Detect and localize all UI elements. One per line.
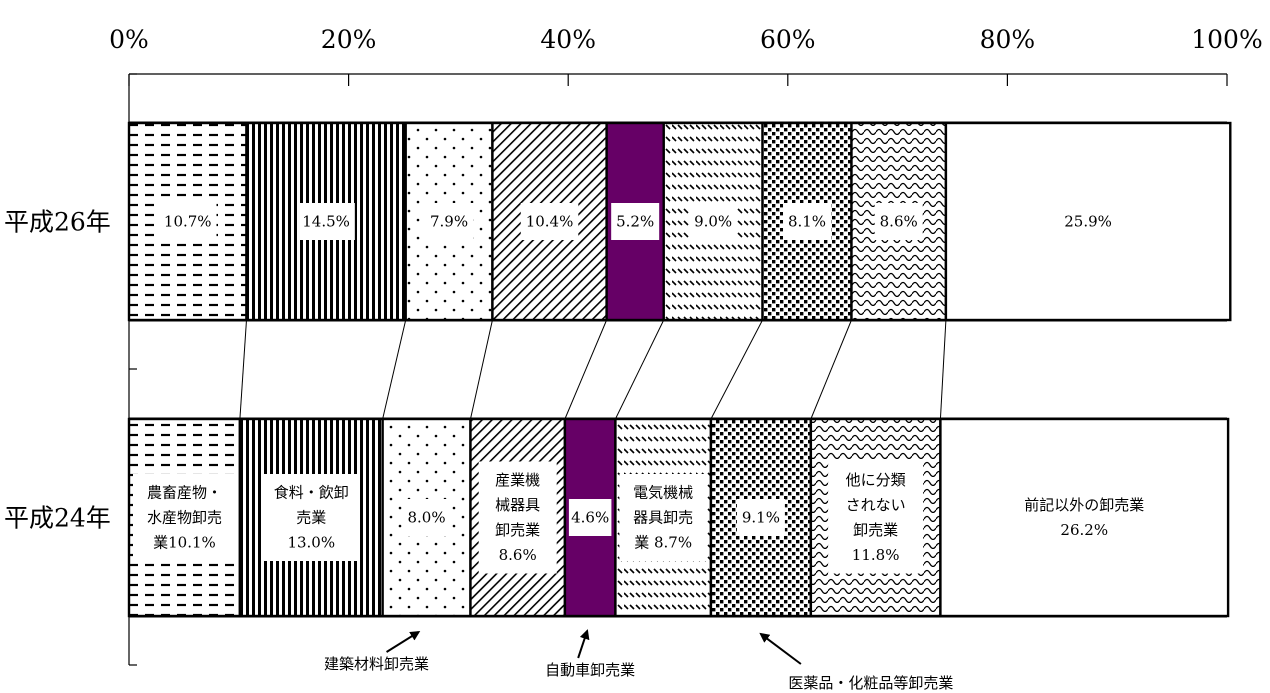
bar-segment	[939, 417, 1230, 618]
annotation-label: 自動車卸売業	[545, 661, 635, 679]
data-label-box	[425, 203, 474, 240]
data-label-box	[478, 461, 557, 574]
data-label: 産業機械器具卸売業 8.6%	[495, 471, 540, 564]
x-tick-label: 100%	[1191, 25, 1262, 54]
data-label: 食料・飲卸売業 13.0%	[274, 484, 349, 552]
connector-line	[710, 319, 763, 420]
data-label-box	[619, 474, 707, 561]
category-label: 平成24年	[4, 504, 111, 533]
data-label: 10.7%	[164, 213, 212, 231]
data-label: 10.4%	[526, 213, 574, 231]
data-label-box	[828, 461, 924, 574]
x-tick-label: 40%	[540, 25, 596, 54]
x-tick-label: 80%	[980, 25, 1036, 54]
data-label: 5.2%	[616, 213, 654, 231]
data-label: 9.1%	[742, 509, 780, 527]
data-label: 14.5%	[302, 213, 350, 231]
connector-line	[382, 319, 407, 420]
data-label-box	[568, 499, 612, 536]
data-label-box	[402, 499, 451, 536]
x-tick-label: 0%	[109, 25, 149, 54]
data-label: 電気機械器具卸売業 8.7%	[633, 484, 693, 552]
annotation-label: 医薬品・化粧品等卸売業	[788, 674, 953, 692]
data-label-box	[263, 474, 359, 561]
data-label: 8.6%	[880, 213, 918, 231]
annotation-arrow	[386, 630, 421, 653]
data-label: 7.9%	[430, 213, 468, 231]
data-label: 25.9%	[1064, 213, 1112, 231]
x-tick-label: 20%	[321, 25, 377, 54]
data-label: 前記以外の卸売業 26.2%	[1024, 496, 1144, 539]
connector-line	[239, 319, 247, 420]
annotation-arrow	[759, 632, 802, 665]
data-label-box	[520, 203, 579, 240]
data-label-box	[133, 474, 236, 561]
data-label: 8.0%	[408, 509, 446, 527]
data-label-box	[611, 203, 660, 240]
category-label: 平成26年	[4, 208, 111, 237]
annotation-arrow	[577, 629, 590, 659]
bar-segment	[404, 121, 494, 322]
connector-line	[939, 319, 947, 420]
connector-line	[614, 319, 665, 420]
connector-line	[810, 319, 852, 420]
data-label-box	[689, 203, 738, 240]
annotation-label: 建築材料卸売業	[324, 655, 429, 673]
data-label-box	[297, 203, 355, 240]
x-tick-label: 60%	[760, 25, 816, 54]
data-label-box	[783, 203, 832, 240]
data-label: 他に分類されない卸売業 11.8%	[846, 471, 906, 564]
data-label: 9.0%	[694, 213, 732, 231]
data-label-box	[874, 203, 923, 240]
data-label: 8.1%	[788, 213, 826, 231]
connector-line	[564, 319, 608, 420]
data-label-box	[736, 499, 785, 536]
data-label-box	[158, 203, 217, 240]
bar-segment	[944, 121, 1232, 322]
connector-line	[469, 319, 493, 420]
data-label: 農畜産物・水産物卸売業10.1%	[147, 484, 222, 552]
data-label: 4.6%	[571, 509, 609, 527]
